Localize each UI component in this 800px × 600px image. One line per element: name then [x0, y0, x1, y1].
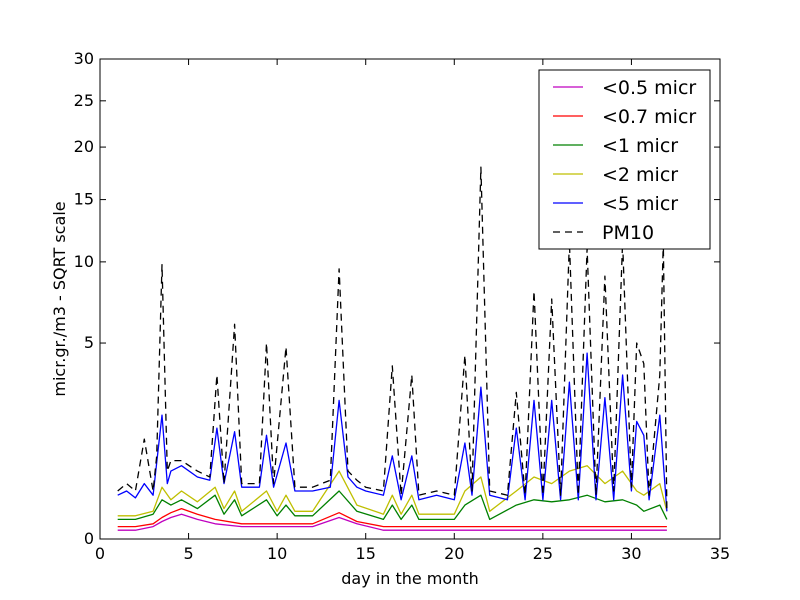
series-line-2 — [117, 490, 668, 521]
ticks-layer: 0 5 10 15 20 25 30 35 0 5 10 15 20 25 30 — [74, 49, 731, 563]
x-tick-label: 35 — [710, 544, 730, 563]
plot-frame — [99, 58, 721, 540]
legend-label: <0.7 micr — [602, 106, 696, 128]
y-tick-label: 30 — [74, 49, 94, 68]
series-line-5 — [117, 166, 668, 512]
legend-box — [538, 69, 711, 250]
y-tick-label: 5 — [84, 333, 94, 352]
y-tick-label: 25 — [74, 91, 94, 110]
x-tick-label: 30 — [621, 544, 641, 563]
series-line-3 — [117, 465, 668, 517]
series-line-1 — [117, 507, 667, 528]
legend-label: <0.5 micr — [602, 77, 696, 99]
y-tick-label: 15 — [74, 190, 94, 209]
legend-label: <5 micr — [602, 193, 678, 215]
legend-label: <2 micr — [602, 164, 678, 186]
y-tick-label: 20 — [74, 137, 94, 156]
y-axis-label: micr.gr./m3 - SQRT scale — [50, 201, 69, 396]
series-layer — [117, 166, 668, 531]
y-tick-label: 10 — [74, 252, 94, 271]
x-tick-label: 20 — [444, 544, 464, 563]
x-tick-label: 25 — [533, 544, 553, 563]
y-tick-label: 0 — [84, 529, 94, 548]
x-tick-label: 0 — [95, 544, 105, 563]
legend-label: <1 micr — [602, 135, 678, 157]
series-line-0 — [117, 513, 667, 531]
series-line-4 — [117, 352, 668, 512]
x-tick-label: 10 — [267, 544, 287, 563]
legend-label: PM10 — [602, 222, 654, 244]
legend: <0.5 micr <0.7 micr <1 micr <2 micr <5 micr P… — [538, 69, 711, 250]
x-tick-label: 15 — [356, 544, 376, 563]
x-axis-label: day in the month — [341, 569, 478, 588]
x-tick-label: 5 — [183, 544, 193, 563]
